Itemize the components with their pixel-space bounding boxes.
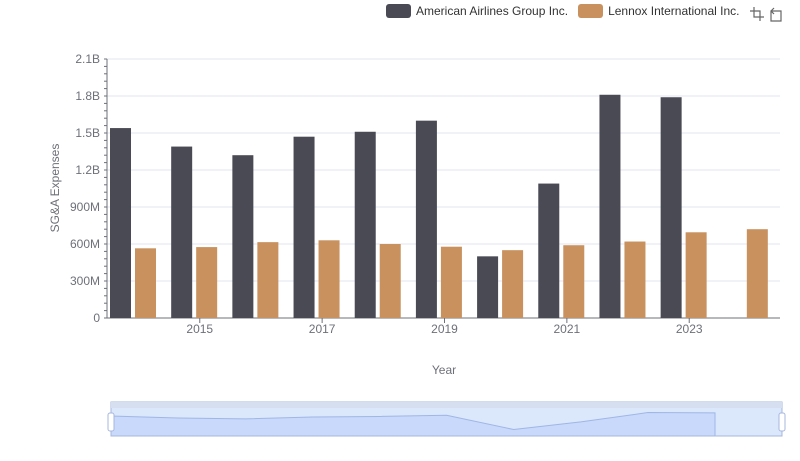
y-axis-title: SG&A Expenses [48, 144, 62, 233]
y-tick-label: 300M [70, 274, 100, 288]
bar-lennox-2019[interactable] [440, 246, 462, 318]
bar-american-airlines-2018[interactable] [354, 131, 376, 318]
x-axis: 2015 2017 2019 2021 2023 [186, 318, 703, 336]
zoom-top-bar[interactable] [111, 402, 782, 408]
bar-lennox-2017[interactable] [318, 240, 340, 318]
y-tick-label: 2.1B [75, 52, 100, 66]
bar-american-airlines-2022[interactable] [599, 94, 621, 319]
bar-american-airlines-2016[interactable] [232, 155, 254, 318]
gridlines [107, 58, 780, 319]
legend-swatch [578, 4, 604, 18]
bar-lennox-2024[interactable] [746, 229, 768, 318]
legend-label: Lennox International Inc. [608, 4, 740, 18]
bar-lennox-2014[interactable] [135, 248, 156, 318]
x-tick-label: 2017 [309, 322, 336, 336]
restore-icon[interactable] [768, 6, 784, 22]
bar-american-airlines-2021[interactable] [538, 183, 560, 318]
x-tick-label: 2021 [554, 322, 581, 336]
bar-lennox-2023[interactable] [685, 232, 707, 318]
zoom-preview-area [110, 412, 716, 437]
bar-american-airlines-2020[interactable] [477, 256, 499, 318]
legend-item-lennox[interactable]: Lennox International Inc. [578, 4, 740, 18]
y-tick-label: 1.8B [75, 89, 100, 103]
x-tick-label: 2019 [431, 322, 458, 336]
bar-lennox-2015[interactable] [196, 247, 218, 318]
y-tick-label: 900M [70, 200, 100, 214]
x-tick-label: 2023 [676, 322, 703, 336]
bar-lennox-2022[interactable] [624, 241, 646, 318]
y-tick-label: 0 [93, 311, 100, 325]
chart-toolbar [746, 6, 784, 22]
legend-item-american-airlines[interactable]: American Airlines Group Inc. [386, 4, 568, 18]
x-axis-title: Year [432, 363, 456, 377]
zoom-handle-left[interactable] [107, 412, 115, 432]
bar-lennox-2016[interactable] [257, 242, 279, 318]
bar-american-airlines-2014[interactable] [110, 128, 131, 318]
y-tick-label: 1.5B [75, 126, 100, 140]
bar-american-airlines-2017[interactable] [293, 136, 315, 318]
x-tick-label: 2015 [186, 322, 213, 336]
bar-american-airlines-2019[interactable] [415, 120, 437, 319]
bar-lennox-2021[interactable] [563, 245, 585, 318]
bar-american-airlines-2023[interactable] [660, 97, 682, 318]
legend-swatch [386, 4, 411, 18]
data-zoom-slider[interactable] [107, 401, 786, 437]
zoom-icon[interactable] [749, 6, 765, 22]
y-axis: 0 300M 600M 900M 1.2B 1.5B 1.8B 2.1B [70, 52, 108, 325]
bar-lennox-2018[interactable] [379, 244, 401, 318]
y-tick-label: 600M [70, 237, 100, 251]
bars [110, 94, 768, 319]
legend-label: American Airlines Group Inc. [416, 4, 569, 18]
legend: American Airlines Group Inc. Lennox Inte… [386, 4, 750, 18]
y-tick-label: 1.2B [75, 163, 100, 177]
zoom-handle-right[interactable] [778, 412, 786, 432]
bar-american-airlines-2015[interactable] [171, 146, 193, 318]
bar-lennox-2020[interactable] [502, 250, 524, 318]
